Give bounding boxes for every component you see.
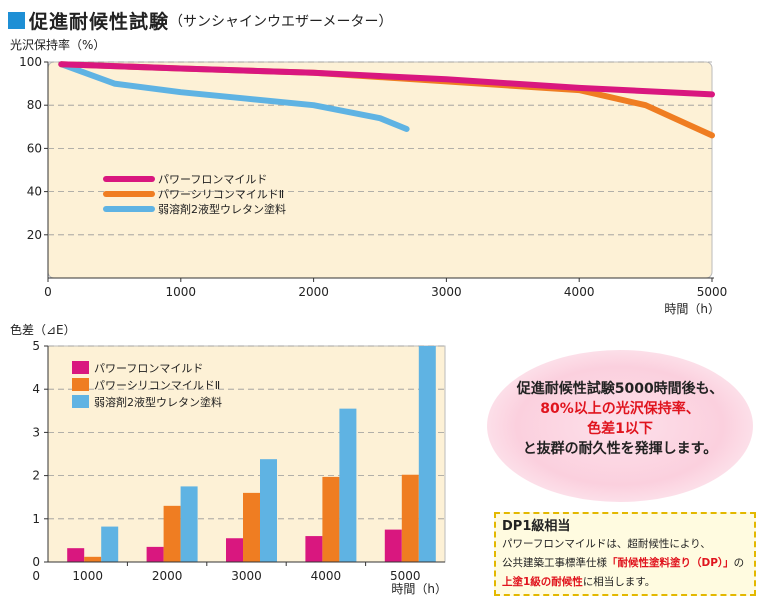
dp-line-1: パワーフロンマイルドは、超耐候性により、 [502,538,711,550]
dp-line-2: 公共建築工事標準仕様「耐候性塗料塗り（DP）」の [502,554,754,573]
callout-line-2: 80%以上の光沢保持率、 [540,401,700,417]
y-tick-label: 0 [32,555,40,569]
dp-line-3b: に相当します。 [582,576,656,588]
x-tick-label: 1000 [72,569,103,583]
x-tick-label: 5000 [390,569,421,583]
bar [163,505,181,562]
callout-text: 促進耐候性試験5000時間後も、 80%以上の光沢保持率、 色差1以下 と抜群の… [487,379,753,459]
dp-line-2c: の [733,557,745,569]
dp-body: パワーフロンマイルドは、超耐候性により、 公共建築工事標準仕様「耐候性塗料塗り（… [502,535,754,592]
x-tick-label: 3000 [231,569,262,583]
x-axis-title: 時間（h） [391,582,447,596]
callout-line-3: 色差1以下 [587,421,653,437]
x-tick-label: 2000 [152,569,183,583]
dp-line-3: 上塗1級の耐候性に相当します。 [502,573,754,592]
x-tick-label: 5000 [697,285,728,299]
bar [339,408,357,562]
y-tick-label: 3 [32,425,40,439]
y-tick-label: 40 [27,185,42,199]
bar [260,459,277,562]
dp-line-2a: 公共建築工事標準仕様 [502,557,607,569]
y-tick-label: 20 [27,228,42,242]
legend-swatch [72,378,89,391]
dp-line-2b: 「耐候性塗料塗り（DP）」 [607,557,734,569]
bar [243,492,260,562]
title-main: 促進耐候性試験 [29,11,170,33]
dp-line-3a: 上塗1級の耐候性 [502,576,583,588]
bar [384,529,402,562]
bar [226,538,243,562]
y-tick-label: 80 [27,98,42,112]
bar [67,548,85,562]
x-tick-label: 1000 [166,285,197,299]
dp-title: DP1級相当 [502,519,571,534]
bar [146,546,164,562]
dp-info-box [494,512,756,596]
y-tick-label: 4 [32,382,40,396]
legend-label: パワーシリコンマイルドⅡ [94,379,220,392]
y-tick-label: 1 [32,512,40,526]
y-axis-title: 色差（⊿E） [10,323,76,337]
legend-label: 弱溶剤2液型ウレタン塗料 [158,202,286,216]
callout-bubble [487,350,753,502]
bar [101,526,119,562]
callout-line-4: と抜群の耐久性を発揮します。 [522,441,718,457]
x-tick-label: 3000 [431,285,462,299]
bar [401,474,419,562]
legend-swatch [72,395,89,408]
page-title: 促進耐候性試験 （サンシャインウエザーメーター） [8,7,392,34]
x-axis-title: 時間（h） [664,302,720,316]
bar [305,536,323,562]
bar [84,556,102,562]
bar [180,486,198,562]
legend-swatch [72,361,89,374]
x-tick-label: 4000 [564,285,595,299]
y-tick-label: 100 [19,55,42,69]
legend-label: 弱溶剤2液型ウレタン塗料 [94,395,222,409]
y-tick-label: 60 [27,141,42,155]
y-tick-label: 2 [32,469,40,483]
title-sub: （サンシャインウエザーメーター） [169,13,393,30]
legend-label: パワーフロンマイルド [158,173,267,186]
callout-line-1: 促進耐候性試験5000時間後も、 [516,381,724,397]
legend-label: パワーシリコンマイルドⅡ [158,188,284,201]
series-line [58,61,410,132]
origin-label: 0 [32,569,40,583]
bar [322,476,340,562]
series-line [58,61,715,98]
x-tick-label: 0 [44,285,52,299]
y-axis-title: 光沢保持率（%） [10,37,105,52]
title-square-icon [8,12,25,29]
x-tick-label: 2000 [298,285,329,299]
legend-label: パワーフロンマイルド [94,362,203,375]
bar [418,346,436,562]
y-tick-label: 5 [32,339,40,353]
x-tick-label: 4000 [311,569,342,583]
